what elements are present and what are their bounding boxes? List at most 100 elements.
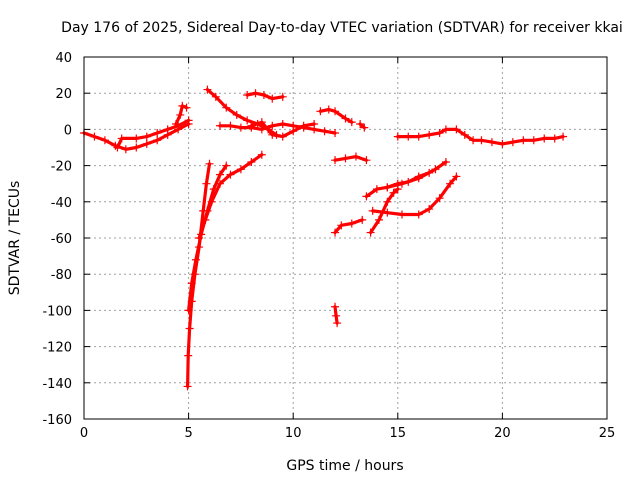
- data-point: [397, 210, 406, 219]
- data-point: [414, 174, 423, 183]
- data-point: [431, 165, 440, 174]
- data-point: [222, 161, 231, 170]
- data-point: [414, 210, 423, 219]
- data-point: [368, 206, 377, 215]
- data-point: [182, 103, 191, 112]
- data-point: [331, 228, 340, 237]
- data-point: [226, 170, 235, 179]
- series-arc-3: [172, 101, 191, 128]
- data-point: [132, 143, 141, 152]
- data-point: [347, 219, 356, 228]
- data-point: [550, 134, 559, 143]
- data-point: [414, 132, 423, 141]
- series-line: [174, 104, 189, 126]
- data-point: [324, 105, 333, 114]
- x-tick-label: 10: [285, 426, 302, 441]
- series-line: [197, 153, 264, 240]
- data-point: [236, 123, 245, 132]
- data-point: [215, 170, 224, 179]
- data-point: [132, 134, 141, 143]
- data-point: [195, 234, 204, 242]
- plot-area: [80, 85, 568, 391]
- data-point: [211, 92, 220, 101]
- data-point: [268, 121, 277, 130]
- series-line: [186, 162, 212, 388]
- data-point: [187, 279, 196, 288]
- data-point: [191, 255, 200, 264]
- data-point: [215, 121, 224, 130]
- data-point: [184, 116, 193, 125]
- y-tick-label: -100: [42, 304, 72, 319]
- data-point: [374, 215, 383, 224]
- data-point: [519, 136, 528, 145]
- axis-ticks: 0 5 10 15 20 25 40 20 0 -20 -40 -60 -80 -100 -120 -140 -…: [42, 51, 615, 441]
- data-point: [243, 116, 252, 125]
- data-point: [320, 127, 329, 136]
- data-point: [362, 192, 371, 201]
- x-tick-label: 20: [494, 426, 511, 441]
- data-point: [383, 197, 392, 206]
- data-point: [251, 89, 260, 98]
- data-point: [508, 138, 517, 147]
- data-point: [331, 302, 340, 311]
- y-tick-label: -40: [51, 196, 72, 211]
- data-point: [257, 118, 266, 127]
- data-point: [529, 136, 538, 145]
- data-point: [333, 319, 342, 328]
- data-point: [183, 382, 192, 391]
- series-arc-14: [331, 302, 342, 328]
- data-point: [351, 152, 360, 161]
- data-point: [176, 110, 185, 119]
- data-point: [226, 121, 235, 130]
- y-tick-label: -120: [42, 341, 72, 356]
- data-point: [347, 118, 356, 127]
- data-point: [203, 85, 212, 94]
- series-arc-19: [368, 172, 461, 219]
- data-point: [397, 179, 406, 188]
- y-axis-label: SDTVAR / TECUs: [7, 181, 23, 296]
- data-point: [278, 132, 287, 141]
- data-point: [366, 228, 375, 237]
- x-tick-label: 5: [184, 426, 192, 441]
- y-tick-label: -60: [51, 232, 72, 247]
- series-arc-8: [316, 105, 356, 127]
- data-point: [332, 311, 341, 320]
- series-arc-9: [356, 119, 369, 132]
- x-tick-label: 25: [599, 426, 616, 441]
- data-point: [362, 156, 371, 165]
- grid: [84, 57, 607, 419]
- data-point: [207, 197, 216, 206]
- series-line: [218, 122, 337, 135]
- data-point: [341, 114, 350, 123]
- data-point: [163, 125, 172, 134]
- data-point: [331, 107, 340, 116]
- series-arc-20: [393, 125, 568, 148]
- data-point: [441, 157, 450, 166]
- data-point: [299, 121, 308, 130]
- data-point: [316, 107, 325, 116]
- series-arc-7: [247, 118, 319, 141]
- data-point: [121, 145, 130, 154]
- data-point: [393, 132, 402, 141]
- data-point: [331, 156, 340, 165]
- series-line: [333, 155, 368, 162]
- data-point: [268, 130, 277, 139]
- data-point: [331, 129, 340, 138]
- data-point: [358, 215, 367, 224]
- data-point: [441, 125, 450, 134]
- series-arc-15: [331, 215, 367, 237]
- data-point: [259, 91, 268, 100]
- data-point: [341, 154, 350, 163]
- data-point: [452, 125, 461, 134]
- data-point: [383, 208, 392, 217]
- series-arc-10: [331, 152, 371, 165]
- data-point: [356, 119, 365, 128]
- data-point: [117, 134, 126, 143]
- series-line: [245, 91, 285, 101]
- data-point: [540, 134, 549, 143]
- data-point: [236, 165, 245, 174]
- data-point: [435, 194, 444, 203]
- y-tick-label: -20: [51, 160, 72, 175]
- data-point: [113, 143, 122, 152]
- data-point: [257, 125, 266, 134]
